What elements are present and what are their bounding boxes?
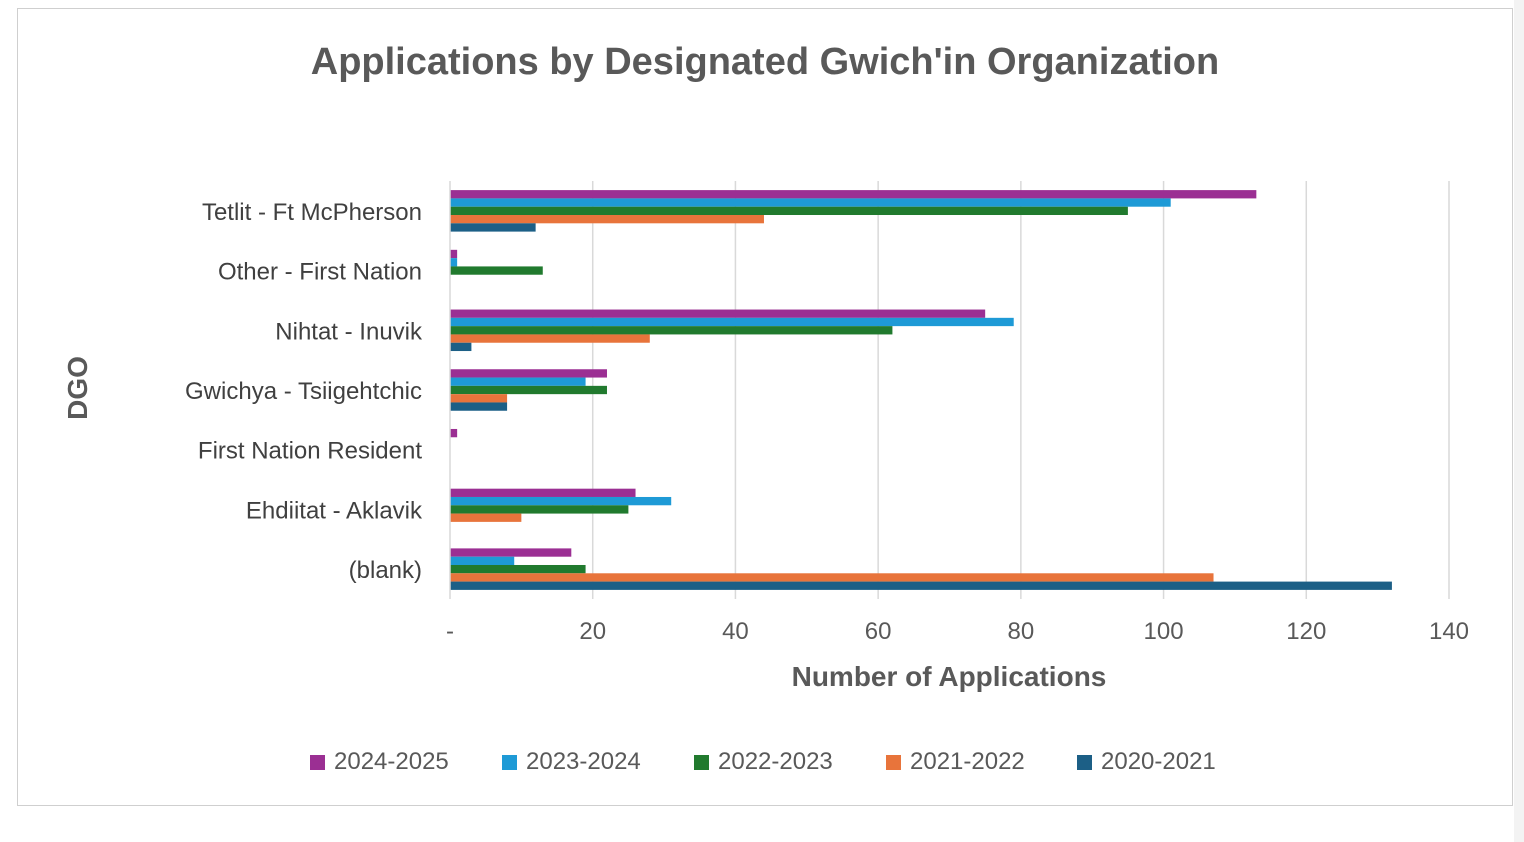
y-category-label: (blank) bbox=[349, 557, 422, 584]
bar bbox=[450, 258, 458, 267]
legend-item: 2024-2025 bbox=[310, 748, 449, 775]
legend-swatch bbox=[1077, 755, 1092, 770]
bar bbox=[450, 223, 536, 232]
legend-label: 2023-2024 bbox=[526, 748, 641, 775]
bar bbox=[450, 309, 986, 318]
x-axis-title: Number of Applications bbox=[792, 661, 1107, 692]
bar bbox=[450, 428, 458, 438]
bar bbox=[450, 317, 1014, 327]
x-tick-label: 20 bbox=[579, 618, 606, 645]
bar bbox=[450, 488, 636, 497]
y-category-label: First Nation Resident bbox=[198, 438, 422, 465]
x-tick-label: 140 bbox=[1429, 618, 1469, 645]
x-tick-label: 40 bbox=[722, 618, 749, 645]
x-tick-label: 80 bbox=[1008, 618, 1035, 645]
bar bbox=[450, 581, 1392, 590]
x-tick-label: 60 bbox=[865, 618, 892, 645]
legend-item: 2022-2023 bbox=[694, 748, 833, 775]
legend-swatch bbox=[886, 755, 901, 770]
legend-swatch bbox=[310, 755, 325, 770]
x-tick-label: 120 bbox=[1286, 618, 1326, 645]
bar bbox=[450, 556, 515, 565]
y-category-label: Ehdiitat - Aklavik bbox=[246, 497, 423, 524]
legend: 2024-2025 2023-2024 2022-2023 2021-2022 2020… bbox=[310, 748, 1216, 775]
legend-item: 2023-2024 bbox=[502, 748, 641, 775]
legend-swatch bbox=[694, 755, 709, 770]
bar-chart: Applications by Designated Gwich'in Orga… bbox=[62, 41, 1469, 775]
legend-label: 2021-2022 bbox=[910, 748, 1025, 775]
x-tick-labels: - 20 40 60 80 100 120 140 bbox=[446, 618, 1469, 645]
bar bbox=[450, 342, 472, 352]
chart-frame: Applications by Designated Gwich'in Orga… bbox=[17, 8, 1513, 806]
bar bbox=[450, 385, 607, 395]
legend-swatch bbox=[502, 755, 517, 770]
y-category-labels: Tetlit - Ft McPherson Other - First Natio… bbox=[185, 199, 423, 584]
y-category-label: Tetlit - Ft McPherson bbox=[202, 199, 422, 226]
legend-item: 2020-2021 bbox=[1077, 748, 1216, 775]
bar bbox=[450, 377, 586, 386]
bar bbox=[450, 206, 1128, 216]
bar bbox=[450, 513, 522, 522]
x-tick-label: - bbox=[446, 618, 454, 645]
legend-label: 2020-2021 bbox=[1101, 748, 1216, 775]
legend-item: 2021-2022 bbox=[886, 748, 1025, 775]
bars bbox=[450, 190, 1392, 590]
right-margin-shade bbox=[1514, 0, 1524, 842]
bar bbox=[450, 564, 586, 574]
bar bbox=[450, 266, 543, 275]
bar bbox=[450, 548, 572, 557]
chart-title: Applications by Designated Gwich'in Orga… bbox=[311, 41, 1219, 83]
bar bbox=[450, 190, 1257, 199]
bar bbox=[450, 496, 672, 506]
bar bbox=[450, 334, 650, 343]
bar bbox=[450, 198, 1171, 207]
legend-label: 2024-2025 bbox=[334, 748, 449, 775]
bar bbox=[450, 326, 893, 335]
gridlines bbox=[591, 181, 1450, 599]
y-category-label: Other - First Nation bbox=[218, 259, 422, 286]
bar bbox=[450, 402, 508, 411]
bar bbox=[450, 249, 458, 259]
x-tick-label: 100 bbox=[1144, 618, 1184, 645]
bar bbox=[450, 394, 508, 403]
bar bbox=[450, 215, 764, 224]
y-axis-title: DGO bbox=[62, 356, 93, 420]
legend-label: 2022-2023 bbox=[718, 748, 833, 775]
y-category-label: Gwichya - Tsiigehtchic bbox=[185, 378, 422, 405]
bar bbox=[450, 505, 629, 514]
bar bbox=[450, 573, 1214, 582]
y-category-label: Nihtat - Inuvik bbox=[275, 318, 423, 345]
bar bbox=[450, 369, 607, 378]
